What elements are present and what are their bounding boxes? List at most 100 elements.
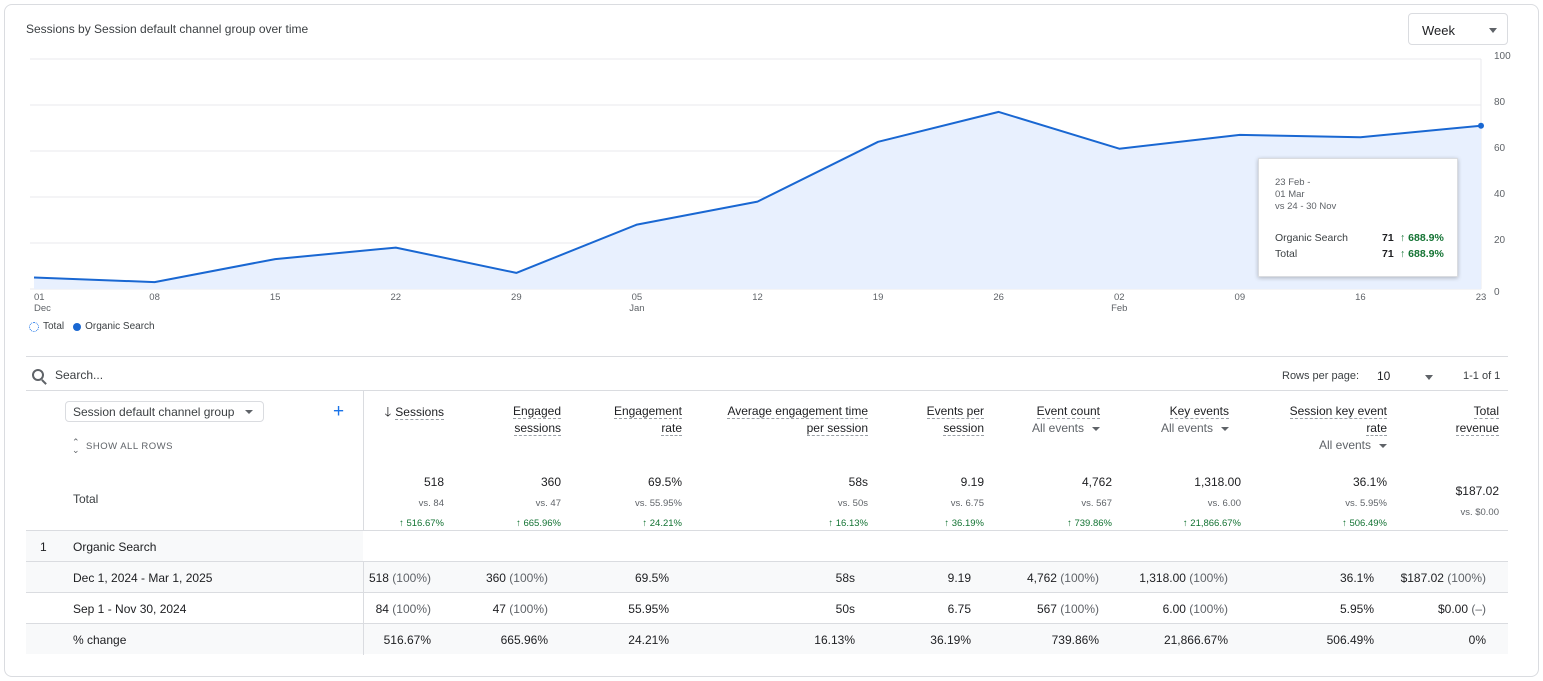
column-header-label: sessions	[514, 421, 561, 436]
total-change: ↑ 16.13%	[828, 518, 868, 529]
event-filter-value: All events	[1160, 421, 1213, 435]
caret-down-icon	[1489, 28, 1497, 33]
pagination-status: 1-1 of 1	[1463, 370, 1501, 382]
cell-percent: (100%)	[1185, 602, 1228, 616]
cell-percent: (–)	[1468, 602, 1486, 616]
total-row-label: Total	[73, 492, 99, 506]
cell-value: 24.21%	[628, 633, 669, 647]
cell-value: 516.67%	[383, 633, 431, 647]
column-header-label: Engaged	[512, 404, 561, 419]
table-row: % change 516.67% 665.96% 24.21% 16.13% 36.19%…	[26, 623, 1508, 655]
total-cell-session-key-event-rate: 36.1% vs. 5.95% ↑ 506.49%	[1342, 475, 1387, 529]
column-header-label: session	[943, 421, 984, 436]
column-header-label: Average engagement time	[727, 404, 868, 419]
cell-value: 6.75	[947, 602, 971, 616]
total-compare: vs. 50s	[837, 498, 868, 509]
table-cell: 84 (100%)	[376, 602, 431, 616]
table-row: Sep 1 - Nov 30, 2024 84 (100%) 47 (100%) 55…	[26, 592, 1508, 624]
x-tick-label: 09	[1235, 292, 1246, 303]
x-tick-label: 19	[873, 292, 884, 303]
caret-down-icon	[1425, 375, 1433, 380]
expand-collapse-icon: ⌃ ⌄	[72, 437, 81, 455]
total-change: ↑ 516.67%	[399, 518, 444, 529]
column-header-engagement-rate[interactable]: Engagement rate	[613, 403, 682, 437]
table-cell: 1,318.00 (100%)	[1139, 571, 1228, 585]
column-header-events-per-session[interactable]: Events per session	[926, 403, 984, 437]
x-tick-label: 15	[270, 292, 281, 303]
cell-percent: (100%)	[505, 602, 548, 616]
organic-series-icon	[73, 322, 82, 331]
total-cell-engagement-rate: 69.5% vs. 55.95% ↑ 24.21%	[635, 475, 682, 529]
total-cell-sessions: 518 vs. 84 ↑ 516.67%	[399, 475, 444, 529]
tooltip-value: 71	[1382, 248, 1394, 260]
cell-percent: (100%)	[388, 571, 431, 585]
row-label: Organic Search	[73, 540, 157, 554]
column-header-engaged-sessions[interactable]: Engaged sessions	[512, 403, 561, 437]
card-title: Sessions by Session default channel grou…	[26, 22, 309, 36]
y-tick-label: 100	[1494, 51, 1511, 62]
granularity-select[interactable]: Week	[1408, 13, 1508, 45]
search-icon	[32, 369, 44, 381]
y-tick-label: 40	[1494, 189, 1506, 200]
tooltip-row-organic: Organic Search 71 ↑ 688.9%	[1275, 232, 1445, 244]
column-header-key-events[interactable]: Key events All events	[1161, 403, 1229, 437]
y-axis: 0 20 40 60 80 100	[1494, 51, 1511, 298]
divider	[26, 356, 1508, 357]
tooltip-change-value: 688.9%	[1408, 232, 1444, 244]
dimension-select[interactable]: Session default channel group	[65, 401, 264, 422]
legend-label-total: Total	[43, 321, 65, 332]
total-cell-total-revenue: $187.02 vs. $0.00	[1456, 484, 1499, 518]
table-cell: 360 (100%)	[486, 571, 548, 585]
table-row-group[interactable]: 1 Organic Search	[26, 530, 1508, 561]
add-dimension-button[interactable]: +	[333, 401, 345, 422]
event-filter-select[interactable]: All events	[1161, 420, 1229, 437]
total-value: $187.02	[1455, 484, 1499, 498]
table-cell: 5.95%	[1340, 602, 1374, 616]
table-cell: $0.00 (–)	[1438, 602, 1486, 616]
table-search[interactable]: Search...	[32, 368, 103, 382]
column-header-label: Key events	[1169, 404, 1229, 419]
rows-per-page-select[interactable]: 10	[1377, 369, 1433, 383]
column-header-label: rate	[661, 421, 682, 436]
x-tick-label: 08	[149, 292, 160, 303]
event-filter-select[interactable]: All events	[1319, 437, 1387, 454]
legend-item-organic-search[interactable]: Organic Search	[73, 321, 155, 332]
table-cell: 21,866.67%	[1164, 633, 1228, 647]
event-filter-select[interactable]: All events	[1032, 420, 1100, 437]
cell-percent: (100%)	[388, 602, 431, 616]
total-value: 36.1%	[1352, 475, 1387, 489]
column-header-label: Events per	[926, 404, 984, 419]
row-index: 1	[40, 540, 47, 554]
column-header-total-revenue[interactable]: Total revenue	[1455, 403, 1499, 437]
search-input[interactable]: Search...	[55, 368, 104, 382]
total-value: 58s	[848, 475, 868, 489]
table-cell: 6.75	[948, 602, 971, 616]
series-line	[33, 110, 1482, 284]
total-cell-key-events: 1,318.00 vs. 6.00 ↑ 21,866.67%	[1183, 475, 1241, 529]
column-divider	[363, 562, 364, 593]
series-area	[34, 111, 1481, 290]
cell-value: 5.95%	[1339, 602, 1374, 616]
cell-value: 36.19%	[930, 633, 971, 647]
column-header-avg-engagement-time[interactable]: Average engagement time per session	[727, 403, 868, 437]
series-point-highlight[interactable]	[1478, 122, 1484, 129]
column-header-session-key-event-rate[interactable]: Session key event rate All events	[1289, 403, 1387, 454]
column-header-sessions[interactable]: 🡓 Sessions	[385, 403, 444, 421]
event-filter-value: All events	[1031, 421, 1084, 435]
cell-value: 0%	[1468, 633, 1486, 647]
chart-tooltip: 23 Feb - 01 Mar vs 24 - 30 Nov Organic S…	[1258, 158, 1458, 277]
show-all-rows-label: SHOW ALL ROWS	[86, 440, 173, 452]
column-header-label: Sessions	[395, 405, 444, 420]
show-all-rows-button[interactable]: ⌃ ⌄ SHOW ALL ROWS	[72, 437, 173, 455]
total-cell-avg-engagement-time: 58s vs. 50s ↑ 16.13%	[828, 475, 868, 529]
x-tick-label: 22	[390, 292, 401, 303]
column-header-event-count[interactable]: Event count All events	[1032, 403, 1100, 437]
cell-value: 360	[485, 571, 506, 585]
table-cell: 16.13%	[814, 633, 855, 647]
total-compare: vs. 6.00	[1207, 498, 1241, 509]
chart-legend: Total Organic Search	[29, 321, 164, 332]
table-cell: 50s	[836, 602, 855, 616]
legend-item-total[interactable]: Total	[29, 321, 64, 332]
cell-value: 16.13%	[814, 633, 855, 647]
